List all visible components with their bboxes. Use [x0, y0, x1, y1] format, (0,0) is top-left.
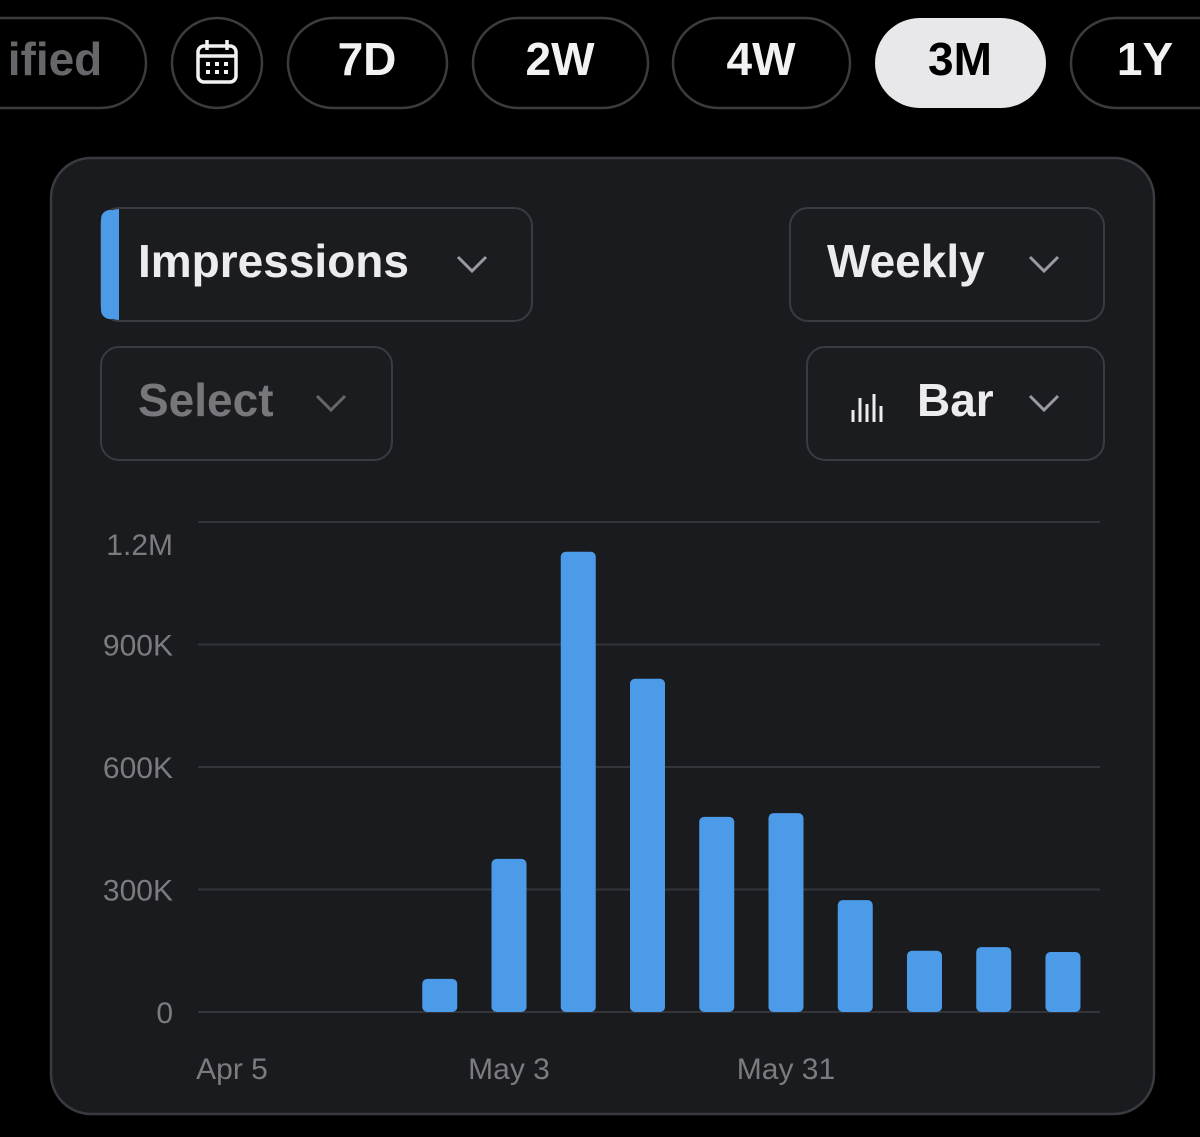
y-tick-label: 300K: [103, 874, 173, 907]
tab-label: ified: [8, 33, 103, 85]
dropdown-box[interactable]: [806, 346, 1105, 461]
y-tick-label: 600K: [103, 752, 173, 785]
y-tick-label: 1.2M: [106, 529, 173, 562]
bar: [560, 551, 596, 1012]
dropdown-label: Impressions: [138, 235, 409, 287]
bar: [768, 813, 804, 1012]
tab-1y[interactable]: [1069, 16, 1200, 110]
tab-label: 3M: [928, 33, 992, 85]
dropdown-box[interactable]: [789, 207, 1105, 322]
bar: [422, 978, 458, 1012]
x-tick-label: May 31: [737, 1053, 835, 1086]
tab-2w[interactable]: [471, 16, 650, 110]
chevron: [1028, 255, 1060, 274]
tab-3m-selected[interactable]: [875, 18, 1046, 108]
x-tick-label: Apr 5: [196, 1053, 268, 1086]
y-tick-label: 900K: [103, 629, 173, 662]
y-tick-label: 0: [156, 997, 173, 1030]
tab-label: 7D: [338, 33, 397, 85]
bar: [699, 816, 735, 1012]
dropdown-label: Weekly: [827, 235, 985, 287]
chart: 0 300K 600K 900K 1.2M Apr 5 May 3 May 31: [103, 521, 1100, 1086]
bar: [630, 678, 665, 1012]
bar: [491, 858, 527, 1012]
chart-type-dropdown[interactable]: Bar: [806, 346, 1105, 461]
dropdown-label: Select: [138, 374, 274, 426]
tab-7d[interactable]: [286, 16, 449, 110]
chevron: [456, 255, 488, 274]
bar: [1045, 951, 1081, 1012]
bar: [976, 947, 1012, 1012]
x-tick-label: May 3: [468, 1053, 550, 1086]
range-tabs: ified 7D 2W 4W 3M 1Y: [0, 16, 1200, 110]
metric-dropdown[interactable]: Impressions: [100, 207, 533, 322]
compare-dropdown[interactable]: Select: [100, 346, 393, 461]
tab-label: 1Y: [1117, 33, 1173, 85]
dropdown-box[interactable]: [100, 346, 393, 461]
tab-label: 4W: [727, 33, 797, 85]
bar: [906, 950, 942, 1012]
tab-verified[interactable]: [0, 16, 148, 110]
dropdown-label: Bar: [917, 374, 994, 426]
bar-icon: [851, 394, 883, 422]
metric-color-bar: [101, 210, 119, 319]
calendar-icon: [196, 40, 238, 84]
tab-4w[interactable]: [671, 16, 852, 110]
tab-label: 2W: [526, 33, 596, 85]
interval-dropdown[interactable]: Weekly: [789, 207, 1105, 322]
chevron: [1028, 394, 1060, 413]
bar: [837, 900, 873, 1012]
chevron: [315, 394, 347, 413]
